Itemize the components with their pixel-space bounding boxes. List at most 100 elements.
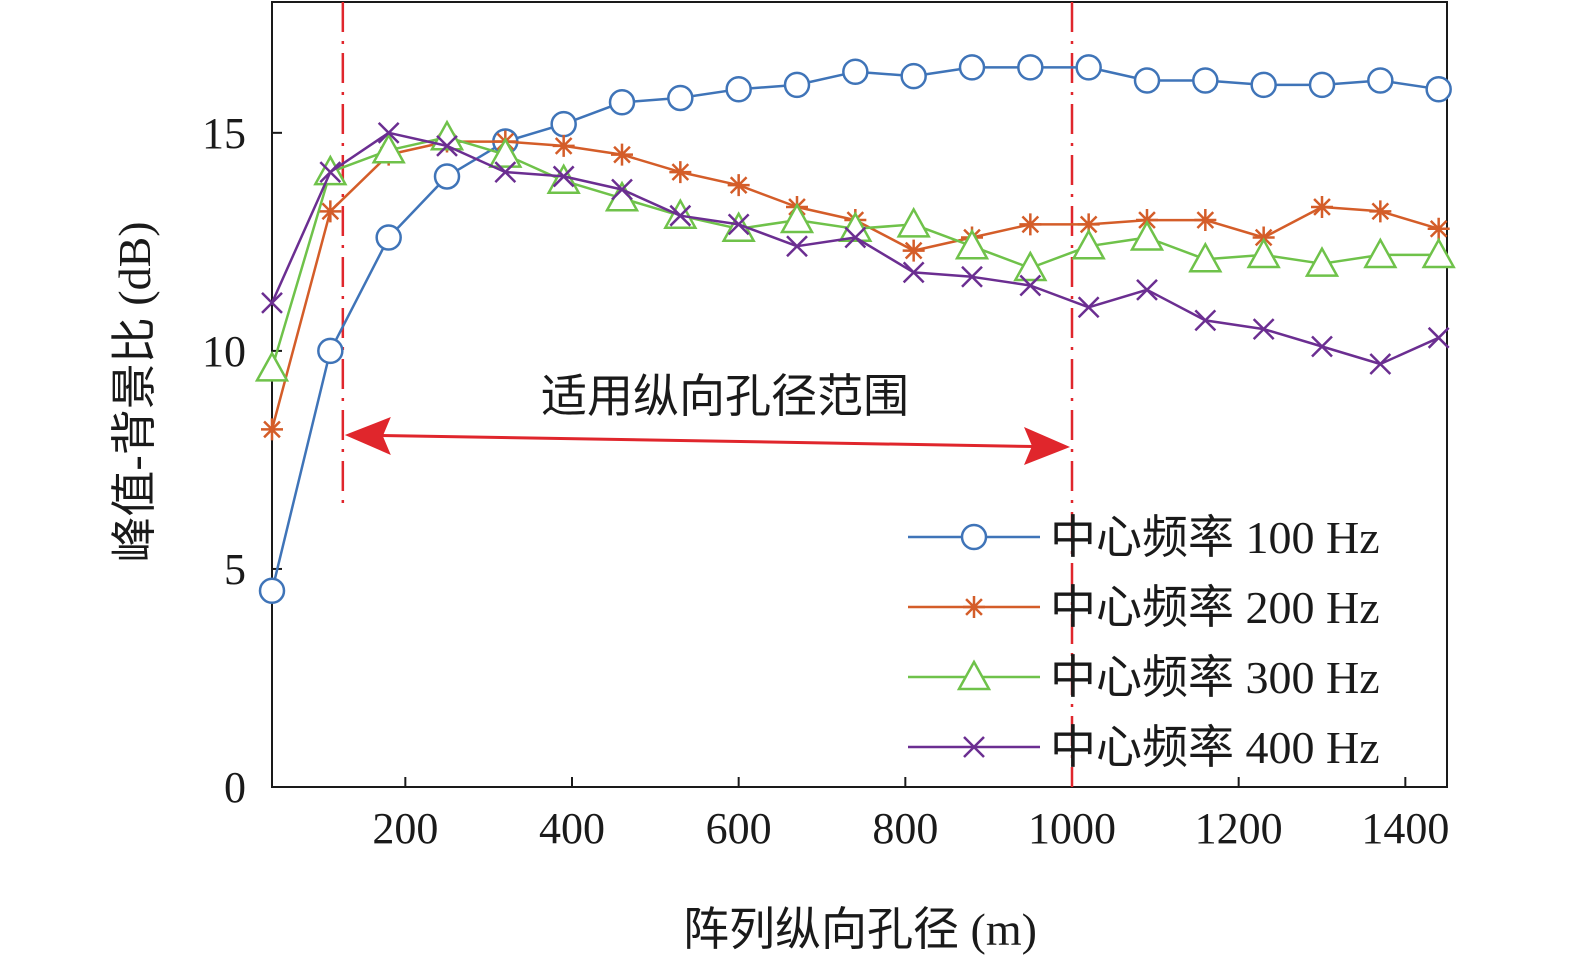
data-point bbox=[375, 224, 402, 251]
y-tick-label: 0 bbox=[224, 763, 246, 812]
legend-marker bbox=[960, 523, 988, 551]
x-tick-label: 800 bbox=[872, 804, 938, 853]
data-point bbox=[1311, 195, 1333, 218]
range-arrow-left-head bbox=[344, 417, 391, 455]
data-point bbox=[1019, 274, 1042, 297]
data-point bbox=[1013, 250, 1048, 282]
data-point bbox=[779, 202, 815, 234]
data-point bbox=[552, 165, 575, 188]
data-point bbox=[1311, 335, 1333, 358]
data-point bbox=[896, 206, 931, 238]
data-point bbox=[842, 58, 869, 86]
legend-label: 中心频率 300 Hz bbox=[1050, 652, 1380, 703]
x-tick-label: 400 bbox=[539, 804, 605, 853]
data-point bbox=[725, 75, 752, 103]
range-annotation bbox=[341, 2, 1074, 787]
data-point bbox=[900, 62, 927, 90]
data-point bbox=[783, 71, 811, 99]
legend-item: 中心频率 400 Hz bbox=[908, 722, 1380, 773]
data-point bbox=[436, 135, 458, 157]
data-point bbox=[669, 204, 692, 227]
data-point bbox=[1369, 200, 1392, 223]
data-point bbox=[494, 161, 517, 183]
data-point bbox=[961, 265, 983, 288]
data-point bbox=[1427, 326, 1450, 349]
data-point bbox=[1304, 246, 1340, 277]
legend-marker bbox=[956, 659, 992, 691]
data-point bbox=[667, 84, 694, 112]
data-point bbox=[1250, 71, 1277, 99]
data-point bbox=[319, 161, 342, 183]
axes: 200 400 600 800 1000 1200 1400 0 5 10 15 bbox=[202, 1, 1449, 853]
data-point bbox=[1363, 237, 1398, 269]
data-point bbox=[902, 261, 925, 284]
x-tick-label: 600 bbox=[706, 804, 772, 853]
legend-label: 中心频率 200 Hz bbox=[1050, 582, 1380, 633]
data-point bbox=[1367, 67, 1394, 94]
legend-item: 中心频率 100 Hz bbox=[908, 512, 1380, 563]
data-point bbox=[319, 200, 342, 223]
data-point bbox=[1136, 278, 1158, 301]
x-axis-title: 阵列纵向孔径 (m) bbox=[683, 904, 1037, 955]
data-point bbox=[1129, 219, 1165, 251]
data-point bbox=[727, 213, 750, 236]
data-point bbox=[1421, 237, 1456, 269]
range-annotation-label: 适用纵向孔径范围 bbox=[541, 371, 909, 422]
series-4 bbox=[261, 121, 1450, 375]
data-point bbox=[1308, 71, 1336, 99]
plot-frame bbox=[271, 1, 1448, 788]
data-point bbox=[1194, 309, 1217, 332]
data-point bbox=[902, 239, 925, 262]
data-point bbox=[1252, 318, 1275, 340]
data-point bbox=[1077, 296, 1100, 319]
series-3 bbox=[254, 119, 1456, 382]
legend-label: 中心频率 400 Hz bbox=[1050, 722, 1380, 773]
legend-marker bbox=[963, 596, 985, 618]
series-group bbox=[254, 54, 1456, 604]
data-point bbox=[1427, 217, 1450, 240]
x-tick-label: 1000 bbox=[1028, 804, 1116, 853]
data-point bbox=[1017, 54, 1044, 81]
y-tick-label: 10 bbox=[202, 327, 246, 376]
range-arrow-shaft bbox=[380, 434, 1035, 448]
data-point bbox=[377, 121, 400, 144]
data-point bbox=[258, 577, 286, 604]
data-point bbox=[1188, 241, 1223, 273]
data-point bbox=[611, 143, 633, 166]
y-tick-label: 5 bbox=[224, 545, 246, 594]
data-point bbox=[958, 54, 986, 81]
legend-label: 中心频率 100 Hz bbox=[1050, 512, 1380, 563]
y-axis-title: 峰值-背景比 (dB) bbox=[109, 221, 160, 562]
legend-item: 中心频率 200 Hz bbox=[908, 582, 1380, 633]
data-point bbox=[1071, 228, 1106, 260]
legend-marker bbox=[963, 736, 985, 758]
x-tick-label: 1400 bbox=[1361, 804, 1449, 853]
data-point bbox=[429, 119, 465, 151]
range-arrow-right-head bbox=[1024, 427, 1070, 465]
data-point bbox=[608, 89, 636, 116]
data-point bbox=[1425, 75, 1452, 103]
data-point bbox=[261, 418, 283, 441]
data-point bbox=[1246, 237, 1281, 269]
legend-item: 中心频率 300 Hz bbox=[908, 652, 1380, 703]
data-point bbox=[1194, 209, 1217, 232]
data-point bbox=[1369, 353, 1392, 375]
data-point bbox=[727, 174, 750, 197]
data-point bbox=[669, 161, 692, 184]
x-tick-label: 200 bbox=[372, 804, 438, 853]
data-point bbox=[1192, 67, 1219, 94]
data-point bbox=[1019, 213, 1042, 236]
data-point bbox=[550, 110, 577, 138]
data-point bbox=[786, 235, 808, 258]
data-point bbox=[433, 163, 461, 190]
data-point bbox=[261, 292, 283, 314]
data-point bbox=[1133, 67, 1161, 94]
data-point bbox=[552, 134, 575, 157]
data-point bbox=[317, 337, 344, 365]
data-point bbox=[954, 228, 990, 260]
x-tick-label: 1200 bbox=[1195, 804, 1283, 853]
data-point bbox=[844, 226, 867, 249]
data-point bbox=[254, 350, 290, 382]
